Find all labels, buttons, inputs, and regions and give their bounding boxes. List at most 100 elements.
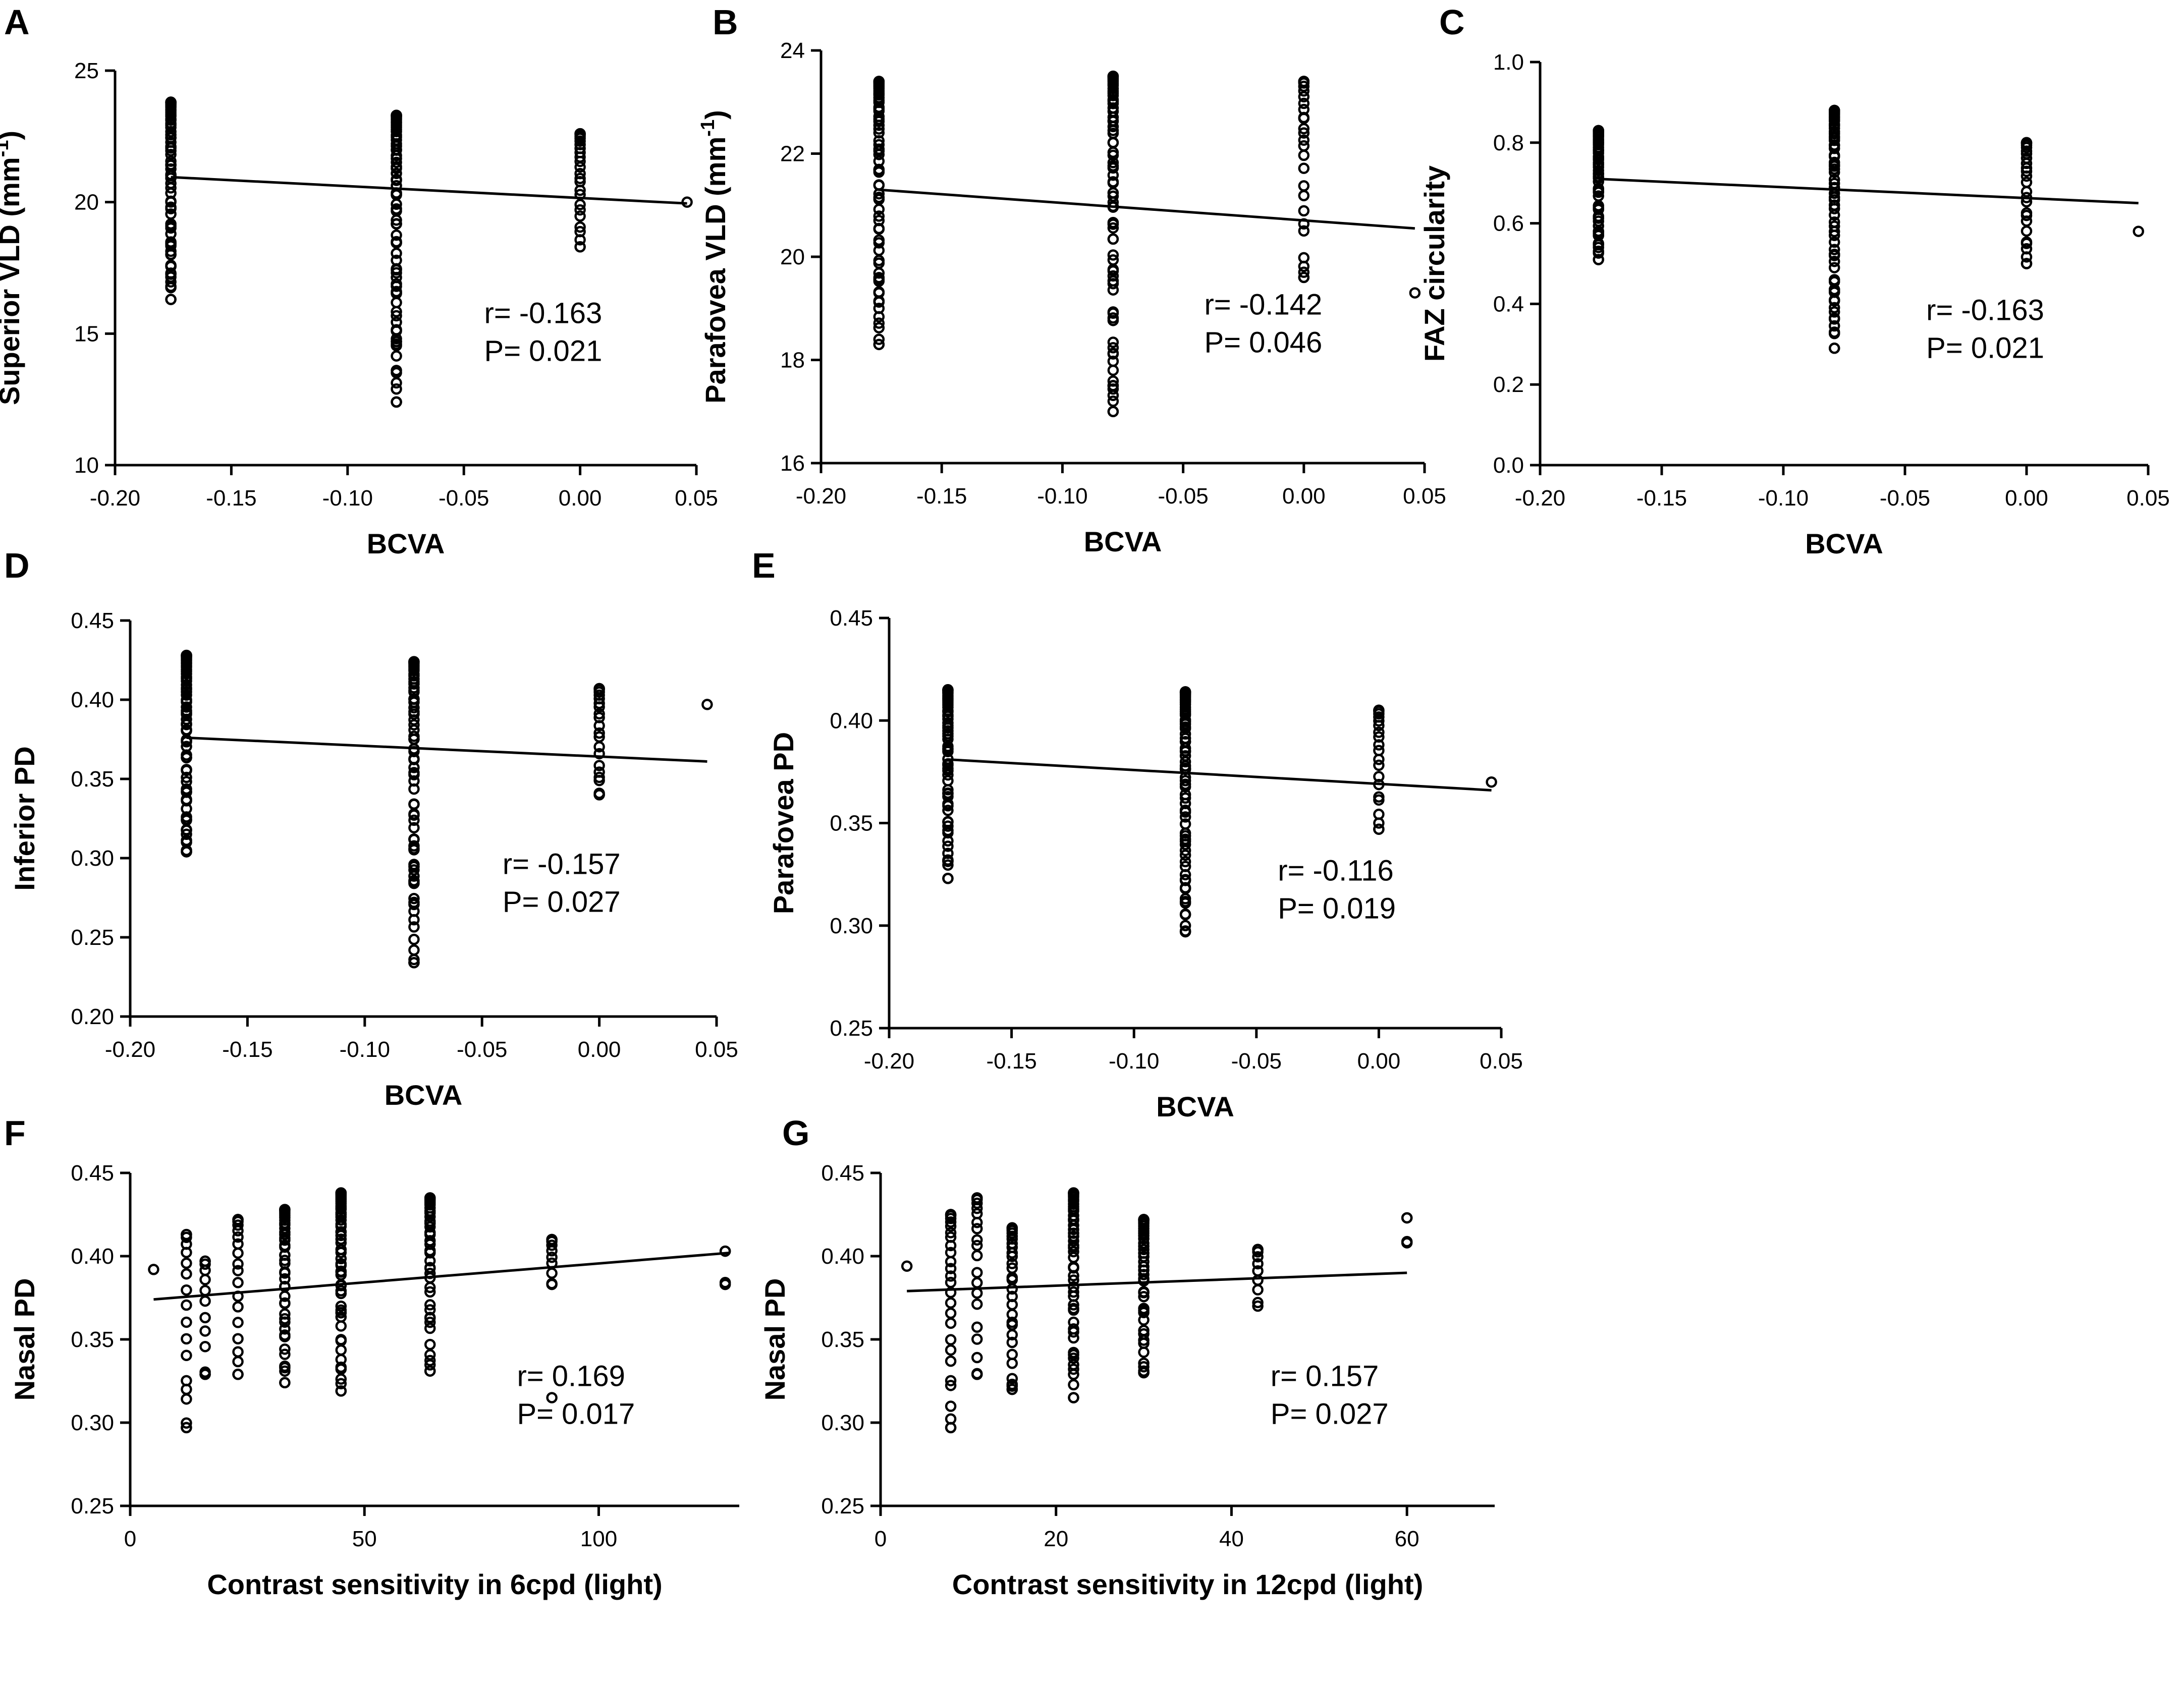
panel-f-data-point <box>335 1229 347 1242</box>
panel-a-y-title-text: Superior VLD (mm <box>0 157 25 405</box>
panel-f-data-point <box>424 1312 436 1323</box>
panel-c-data-point <box>1828 255 1840 267</box>
panel-g-data-point <box>1068 1187 1079 1199</box>
panel-b-ytick-label: 22 <box>780 142 805 166</box>
panel-b: B 16 18 20 22 24 -0.20 -0.15 -0.10 -0.05 0.00 0.05 B… <box>697 3 1446 557</box>
panel-f-data-point <box>232 1258 244 1270</box>
panel-f-data-point <box>335 1344 347 1356</box>
panel-f-data-point <box>335 1385 347 1397</box>
panel-g-data-point <box>945 1286 957 1299</box>
panel-g-ytick-label: 0.30 <box>821 1411 864 1435</box>
panel-f-data-point <box>424 1322 436 1334</box>
panel-e-data-point <box>942 840 954 852</box>
panel-b-data-point <box>1298 180 1310 192</box>
panel-a-data-point <box>391 174 402 185</box>
panel-f-data-point <box>279 1343 291 1355</box>
panel-g-data-point <box>1401 1212 1413 1224</box>
panel-f-data-point <box>546 1245 558 1257</box>
panel-f-data-point <box>279 1234 291 1246</box>
panel-e-letter: E <box>752 546 776 585</box>
panel-f-data-point <box>181 1247 192 1258</box>
panel-a-x-title: BCVA <box>367 528 445 559</box>
panel-d-r-value: r= -0.157 <box>503 848 621 880</box>
panel-d-data-point <box>181 764 192 775</box>
panel-b-ytick-label: 20 <box>780 245 805 269</box>
panel-f-data-point <box>279 1204 291 1215</box>
panel-c-data-point <box>1828 286 1840 298</box>
panel-f-data-point <box>424 1299 436 1311</box>
panel-c-data-point <box>1593 242 1604 253</box>
panel-a-regression-line <box>171 176 687 205</box>
panel-a-data-point <box>391 350 402 362</box>
panel-c-data-point <box>2021 225 2033 237</box>
panel-d-data-point <box>593 697 605 709</box>
panel-b-data-point <box>873 317 885 329</box>
panel-g-data-point <box>1068 1235 1079 1247</box>
panel-c-points <box>1593 104 2144 354</box>
panel-c-xtick-label: -0.10 <box>1758 486 1809 511</box>
panel-b-data-point <box>1107 342 1119 354</box>
panel-f-data-point <box>181 1316 192 1328</box>
panel-f-data-point <box>335 1214 347 1226</box>
panel-g-data-point <box>1006 1378 1018 1390</box>
panel-b-data-point <box>1298 91 1310 103</box>
panel-e-data-point <box>1179 861 1191 872</box>
panel-d-data-point <box>408 953 420 966</box>
panel-f-data-point <box>279 1362 291 1374</box>
panel-b-data-point <box>1298 260 1310 272</box>
panel-g-data-point <box>1138 1214 1150 1225</box>
panel-e-ytick-label: 0.45 <box>830 606 873 631</box>
panel-e-data-point <box>1179 926 1191 938</box>
panel-d-data-point <box>408 702 420 714</box>
panel-b-data-point <box>1107 98 1119 109</box>
panel-g-data-point <box>945 1297 957 1309</box>
panel-d-data-point <box>408 833 420 845</box>
panel-e-data-point <box>1373 704 1385 716</box>
panel-g-data-point <box>1138 1244 1150 1255</box>
panel-b-data-point <box>1107 216 1119 229</box>
panel-b-xtick-label: 0.05 <box>1403 484 1446 509</box>
panel-e-xtick-label: -0.20 <box>864 1049 914 1074</box>
panel-d-data-point <box>701 699 713 710</box>
panel-b-data-point <box>873 76 885 87</box>
panel-g-data-point <box>945 1375 957 1387</box>
panel-b-data-point <box>1298 205 1310 217</box>
panel-c-data-point <box>1828 306 1840 318</box>
panel-f-ytick-label: 0.35 <box>71 1327 114 1352</box>
panel-f-data-point <box>279 1348 291 1360</box>
panel-c-ytick-label: 0.0 <box>1493 453 1524 478</box>
panel-c-data-point <box>2021 165 2033 177</box>
panel-c-data-point <box>2021 137 2033 149</box>
panel-c-data-point <box>1828 244 1840 255</box>
panel-g-data-point <box>1252 1284 1264 1296</box>
panel-f-data-point <box>546 1233 558 1246</box>
panel-b-data-point <box>873 210 885 222</box>
panel-g-data-point <box>945 1344 957 1356</box>
panel-g-data-point <box>945 1270 957 1282</box>
panel-b-data-point <box>873 287 885 299</box>
panel-a-data-point <box>165 245 177 257</box>
panel-d-data-point <box>408 783 420 795</box>
panel-f-data-point <box>335 1307 347 1319</box>
panel-g-data-point <box>971 1369 983 1380</box>
panel-c-data-point <box>1593 186 1604 198</box>
panel-f-data-point <box>719 1278 731 1290</box>
panel-g-data-point <box>1138 1307 1150 1319</box>
panel-e-data-point <box>1179 806 1191 818</box>
panel-a-data-point <box>391 377 402 389</box>
panel-f-data-point <box>335 1233 347 1245</box>
panel-d-xtick-label: 0.00 <box>578 1037 621 1062</box>
panel-d-xtick-label: -0.15 <box>222 1037 272 1062</box>
panel-g-data-point <box>945 1276 957 1288</box>
panel-d-regression-line <box>186 736 707 763</box>
panel-b-data-point <box>1107 270 1119 282</box>
panel-g-data-point <box>1138 1269 1150 1280</box>
panel-f-data-point <box>335 1361 347 1373</box>
panel-f-x-title: Contrast sensitivity in 6cpd (light) <box>207 1568 662 1600</box>
panel-f-data-point <box>424 1359 436 1371</box>
panel-d-points <box>181 649 713 969</box>
panel-b-data-point <box>873 222 885 235</box>
panel-a-data-point <box>165 238 177 250</box>
panel-f-data-point <box>424 1338 436 1350</box>
